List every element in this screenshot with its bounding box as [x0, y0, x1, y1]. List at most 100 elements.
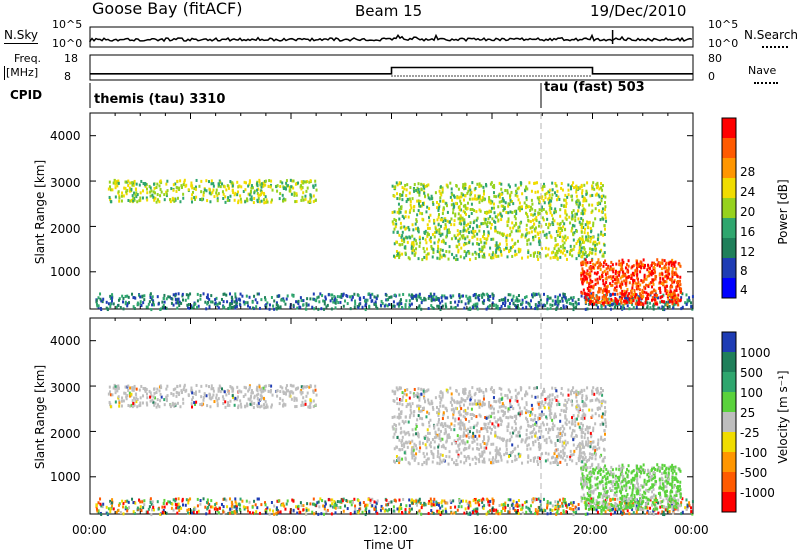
power-echo-cell: [642, 295, 645, 299]
power-echo-cell: [527, 205, 530, 209]
power-echo-cell: [312, 194, 315, 198]
power-echo-cell: [564, 253, 567, 257]
power-echo-cell: [596, 201, 599, 205]
velocity-echo-cell: [573, 391, 576, 395]
power-echo-cell: [176, 301, 179, 305]
power-echo-cell: [411, 251, 414, 255]
velocity-echo-cell: [121, 396, 124, 400]
power-echo-cell: [517, 247, 520, 251]
power-echo-cell: [459, 214, 462, 218]
power-echo-cell: [334, 301, 337, 305]
velocity-echo-cell: [254, 503, 257, 507]
power-echo-cell: [542, 185, 545, 189]
power-echo-cell: [191, 190, 194, 194]
power-echo-cell: [451, 193, 454, 197]
power-echo-cell: [501, 301, 504, 305]
power-echo-cell: [533, 222, 536, 226]
power-echo-cell: [169, 200, 172, 204]
power-echo-cell: [427, 233, 430, 237]
power-echo-cell: [230, 181, 233, 185]
velocity-echo-cell: [480, 498, 483, 502]
velocity-echo-cell: [441, 504, 444, 508]
power-echo-cell: [653, 288, 656, 292]
power-echo-cell: [237, 190, 240, 194]
power-echo-cell: [584, 296, 587, 300]
power-echo-cell: [501, 197, 504, 201]
velocity-echo-cell: [302, 403, 305, 407]
power-echo-cell: [157, 302, 160, 306]
power-echo-cell: [669, 277, 672, 281]
power-echo-cell: [190, 304, 193, 308]
velocity-echo-cell: [155, 391, 158, 395]
velocity-echo-cell: [532, 440, 535, 444]
velocity-echo-cell: [685, 498, 688, 502]
power-echo-cell: [526, 215, 529, 219]
velocity-echo-cell: [120, 399, 123, 403]
power-echo-cell: [562, 246, 565, 250]
power-echo-cell: [558, 233, 561, 237]
velocity-echo-cell: [554, 500, 557, 504]
power-echo-cell: [192, 305, 195, 309]
power-echo-cell: [645, 277, 648, 281]
power-echo-cell: [604, 259, 607, 263]
velocity-echo-cell: [145, 401, 148, 405]
velocity-echo-cell: [600, 453, 603, 457]
velocity-echo-cell: [380, 504, 383, 508]
velocity-echo-cell: [508, 408, 511, 412]
power-echo-cell: [651, 280, 654, 284]
power-echo-cell: [521, 306, 524, 310]
velocity-echo-cell: [262, 389, 265, 393]
power-echo-cell: [344, 299, 347, 303]
power-echo-cell: [665, 300, 668, 304]
power-echo-cell: [599, 218, 602, 222]
velocity-echo-cell: [562, 500, 565, 504]
power-echo-cell: [379, 303, 382, 307]
velocity-echo-cell: [369, 498, 372, 502]
power-echo-cell: [178, 188, 181, 192]
velocity-echo-cell: [456, 508, 459, 512]
velocity-echo-cell: [112, 386, 115, 390]
velocity-echo-cell: [561, 504, 564, 508]
power-echo-cell: [675, 301, 678, 305]
power-echo-cell: [548, 223, 551, 227]
power-echo-cell: [250, 195, 253, 199]
power-echo-cell: [645, 283, 648, 287]
velocity-echo-cell: [151, 508, 154, 512]
power-echo-cell: [427, 193, 430, 197]
power-echo-cell: [118, 196, 121, 200]
power-echo-cell: [685, 293, 688, 297]
power-echo-cell: [564, 216, 567, 220]
power-echo-cell: [171, 196, 174, 200]
power-echo-cell: [621, 258, 624, 262]
power-echo-cell: [587, 234, 590, 238]
velocity-echo-cell: [477, 501, 480, 505]
power-echo-cell: [570, 296, 573, 300]
power-echo-cell: [451, 252, 454, 256]
power-echo-cell: [401, 242, 404, 246]
power-echo-cell: [264, 296, 267, 300]
velocity-echo-cell: [151, 500, 154, 504]
velocity-echo-cell: [559, 504, 562, 508]
power-echo-cell: [612, 275, 615, 279]
velocity-echo-cell: [528, 436, 531, 440]
power-echo-cell: [118, 297, 121, 301]
power-echo-cell: [454, 236, 457, 240]
velocity-echo-cell: [597, 438, 600, 442]
power-echo-cell: [357, 306, 360, 310]
power-echo-cell: [159, 307, 162, 311]
velocity-echo-cell: [118, 502, 121, 506]
power-echo-cell: [503, 248, 506, 252]
velocity-echo-cell: [309, 402, 312, 406]
power-echo-cell: [507, 250, 510, 254]
power-echo-cell: [423, 186, 426, 190]
velocity-echo-cell: [346, 507, 349, 511]
velocity-echo-cell: [154, 401, 157, 405]
power-echo-cell: [669, 299, 672, 303]
power-echo-cell: [184, 184, 187, 188]
velocity-echo-cell: [613, 504, 616, 508]
velocity-echo-cell: [294, 405, 297, 409]
power-echo-cell: [456, 257, 459, 261]
power-echo-cell: [646, 301, 649, 305]
power-echo-cell: [455, 184, 458, 188]
power-echo-cell: [165, 297, 168, 301]
